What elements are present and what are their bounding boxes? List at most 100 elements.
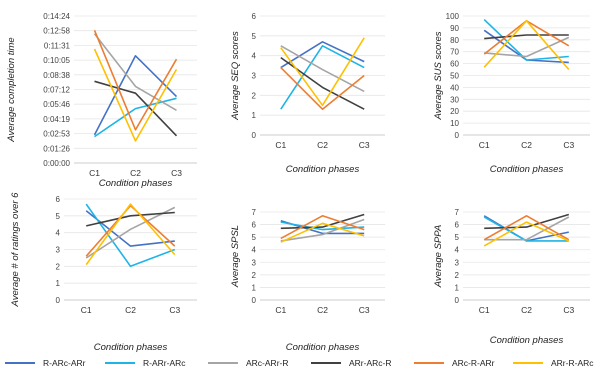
y-tick-label: 0:07:12 — [43, 86, 70, 95]
series-line-R-ARc-ARr — [280, 40, 365, 69]
y-tick-label: 3 — [56, 246, 61, 255]
x-tick-label: C1 — [89, 168, 100, 178]
x-tick-label: C2 — [521, 140, 532, 150]
y-tick-label: 0:14:24 — [43, 12, 70, 21]
series-line-ARc-R-ARr — [93, 29, 178, 131]
x-tick-label: C2 — [317, 140, 328, 150]
series-line-R-ARr-ARc — [85, 203, 176, 268]
y-tick-label: 0:10:05 — [43, 56, 70, 65]
y-tick-label: 5 — [455, 233, 460, 242]
y-tick-label: 20 — [450, 107, 459, 116]
y-tick-label: 0 — [252, 296, 257, 305]
series-line-ARr-R-ARc — [483, 19, 570, 71]
series-line-ARc-ARr-R — [280, 45, 365, 93]
series-line-ARr-R-ARc — [280, 222, 365, 243]
y-tick-label: 5 — [252, 233, 257, 242]
series-line-ARr-R-ARc — [93, 48, 178, 142]
series-line-ARr-ARc-R — [484, 213, 570, 230]
y-tick-label: 0:08:38 — [43, 71, 70, 80]
y-tick-label: 2 — [252, 91, 257, 100]
series-line-ARc-ARr-R — [484, 36, 570, 58]
y-tick-label: 6 — [252, 221, 257, 230]
y-tick-label: 2 — [455, 271, 460, 280]
y-tick-label: 1 — [56, 279, 61, 288]
series-line-ARc-R-ARr — [280, 67, 365, 110]
x-tick-label: C3 — [359, 305, 370, 315]
y-tick-label: 50 — [450, 72, 459, 81]
chart-panel-4: 0 1 2 3 4 5 6 C1 C2 C3 Condition phases Average # o… — [10, 192, 197, 353]
series-line-R-ARr-ARc — [483, 216, 569, 242]
y-tick-label: 0:00:00 — [43, 159, 70, 168]
x-axis-title: Condition phases — [286, 342, 360, 353]
x-axis-title: Condition phases — [94, 342, 168, 353]
y-tick-label: 3 — [252, 72, 257, 81]
y-tick-label: 2 — [56, 262, 61, 271]
legend-entry: ARc-R-ARr — [452, 358, 495, 368]
y-tick-label: 3 — [252, 258, 257, 267]
y-tick-label: 10 — [450, 119, 459, 128]
series-line-ARc-R-ARr — [483, 215, 570, 241]
x-tick-label: C1 — [81, 305, 92, 315]
x-tick-label: C3 — [171, 168, 182, 178]
y-tick-label: 5 — [56, 212, 61, 221]
legend: R-ARc-ARr R-ARr-ARc ARc-ARr-R ARr-ARc-R ARc-… — [5, 358, 594, 368]
x-tick-label: C3 — [563, 305, 574, 315]
x-axis-title: Condition phases — [286, 164, 360, 175]
series-line-ARr-R-ARc — [483, 221, 570, 247]
y-tick-label: 0 — [455, 131, 460, 140]
series-line-ARr-ARc-R — [280, 213, 365, 230]
chart-panel-5: 0 1 2 3 4 5 6 7 C1 C2 C3 Condition phases Average SP… — [230, 208, 385, 353]
x-tick-label: C3 — [359, 140, 370, 150]
chart-panel-2: 0 1 2 3 4 5 6 C1 C2 C3 Condition phases Average SEQ… — [230, 12, 385, 175]
x-axis-title: Condition phases — [99, 178, 173, 189]
series-line-ARr-ARc-R — [86, 211, 175, 227]
y-axis-title: Average SPPA — [433, 225, 444, 289]
y-tick-label: 100 — [446, 12, 460, 21]
y-tick-label: 7 — [252, 208, 257, 217]
y-tick-label: 3 — [455, 258, 460, 267]
x-tick-label: C1 — [275, 305, 286, 315]
series-line-ARc-ARr-R — [93, 33, 177, 111]
y-tick-label: 0:12:58 — [43, 27, 70, 36]
x-tick-label: C3 — [169, 305, 180, 315]
series-line-ARr-R-ARc — [85, 203, 176, 266]
y-axis-title: Average # of ratings over 6 — [10, 192, 21, 308]
y-tick-label: 5 — [252, 32, 257, 41]
x-axis-title: Condition phases — [490, 164, 564, 175]
y-tick-label: 6 — [252, 12, 257, 21]
y-tick-label: 4 — [252, 246, 257, 255]
series-line-ARc-ARr-R — [85, 206, 176, 259]
series-line-R-ARr-ARc — [280, 221, 365, 231]
y-tick-label: 70 — [450, 48, 459, 57]
y-axis-title: Average SUS scores — [433, 31, 444, 120]
y-axis-title: Average completion time — [6, 37, 17, 142]
y-tick-label: 0 — [455, 296, 460, 305]
x-tick-label: C2 — [130, 168, 141, 178]
y-tick-label: 60 — [450, 60, 459, 69]
y-tick-label: 0:11:31 — [44, 41, 71, 50]
y-tick-label: 1 — [455, 283, 460, 292]
chart-panel-1: 0:00:00 0:01:26 0:02:53 0:04:19 0:05:46 0:07:… — [6, 12, 197, 189]
chart-panel-3: 0 10 20 30 40 50 60 70 80 90 100 C1 C2 C3 Condition ph… — [433, 12, 590, 175]
x-tick-label: C2 — [521, 305, 532, 315]
y-tick-label: 4 — [455, 246, 460, 255]
y-tick-label: 6 — [56, 195, 61, 204]
y-tick-label: 40 — [450, 83, 459, 92]
series-line-ARr-R-ARc — [280, 37, 365, 107]
x-tick-label: C1 — [275, 140, 286, 150]
series-line-R-ARr-ARc — [483, 19, 569, 61]
x-tick-label: C1 — [479, 305, 490, 315]
y-tick-label: 6 — [455, 221, 460, 230]
y-tick-label: 0 — [252, 131, 257, 140]
y-tick-label: 4 — [56, 229, 61, 238]
y-tick-label: 0:04:19 — [43, 115, 70, 124]
y-axis-title: Average SEQ scores — [230, 31, 241, 121]
x-tick-label: C1 — [479, 140, 490, 150]
legend-entry: ARc-ARr-R — [246, 358, 289, 368]
series-line-ARc-ARr-R — [484, 216, 570, 241]
y-tick-label: 0:01:26 — [43, 144, 70, 153]
legend-entry: R-ARr-ARc — [143, 358, 186, 368]
y-tick-label: 80 — [450, 36, 459, 45]
y-tick-label: 4 — [252, 52, 257, 61]
